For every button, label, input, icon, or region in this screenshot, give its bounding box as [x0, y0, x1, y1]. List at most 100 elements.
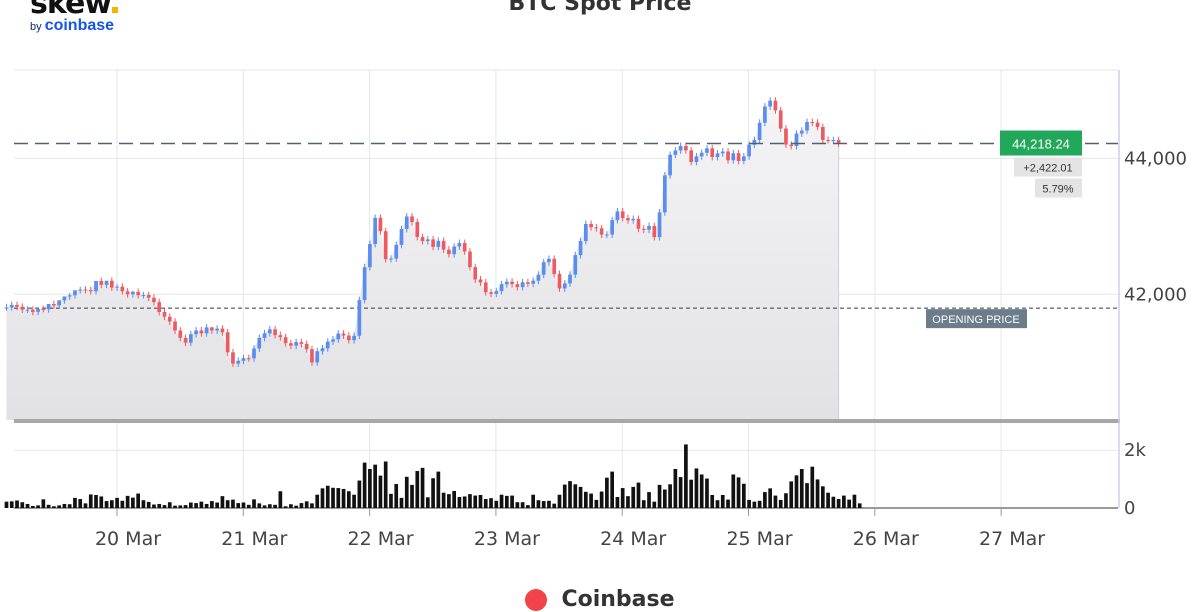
- candle-body: [726, 151, 730, 161]
- candle-body: [520, 282, 525, 288]
- volume-bar: [626, 496, 630, 508]
- volume-bar: [810, 466, 815, 508]
- volume-bar: [552, 503, 557, 508]
- candle-body: [457, 242, 462, 247]
- volume-bar: [125, 495, 130, 508]
- volume-bar: [747, 499, 751, 508]
- volume-bar: [304, 501, 309, 508]
- candle-body: [778, 110, 783, 129]
- volume-bar: [368, 469, 372, 508]
- candle-body: [526, 282, 530, 284]
- volume-bar: [36, 505, 40, 508]
- volume-bar: [294, 505, 298, 508]
- candle-body: [447, 249, 451, 255]
- volume-bar: [583, 491, 588, 508]
- volume-bar: [157, 503, 162, 508]
- volume-bar: [694, 468, 699, 508]
- date-tick-label: 20 Mar: [95, 528, 161, 550]
- volume-bar: [104, 501, 109, 508]
- candle-body: [789, 144, 794, 147]
- volume-bar: [610, 471, 615, 508]
- candle-body: [304, 343, 309, 350]
- logo-byline: by coinbase: [30, 17, 114, 35]
- date-tick-label: 24 Mar: [600, 528, 666, 550]
- volume-bar: [568, 481, 572, 508]
- candle-body: [684, 145, 688, 151]
- last-price-label: 44,218.24: [1012, 137, 1070, 152]
- volume-bar: [794, 475, 799, 508]
- volume-bar: [431, 478, 435, 508]
- candle-body: [610, 220, 615, 235]
- volume-bar: [183, 505, 188, 508]
- candle-body: [315, 351, 320, 363]
- volume-bar: [315, 494, 320, 508]
- candle-body: [289, 343, 293, 346]
- last-price-badge: [1000, 130, 1082, 156]
- candle-body: [768, 100, 773, 107]
- candle-body: [784, 128, 788, 145]
- candle-body: [352, 335, 356, 341]
- candle-body: [531, 280, 536, 284]
- volume-bar: [657, 484, 662, 508]
- candle-body: [199, 330, 204, 334]
- volume-bar: [131, 497, 135, 508]
- candle-body: [273, 329, 277, 336]
- volume-bar: [262, 505, 267, 508]
- candle-body: [236, 360, 241, 364]
- volume-bar: [25, 503, 30, 508]
- candle-body: [88, 289, 93, 292]
- volume-bar: [246, 504, 251, 508]
- volume-bar: [768, 488, 773, 508]
- candle-body: [262, 333, 267, 338]
- legend-label-coinbase: Coinbase: [561, 587, 675, 612]
- candle-body: [836, 140, 841, 144]
- candle-body: [78, 289, 83, 291]
- candle-body: [757, 122, 762, 140]
- candle-body: [157, 302, 162, 313]
- volume-bar: [210, 501, 214, 508]
- candle-body: [425, 239, 430, 242]
- candle-body: [152, 297, 156, 303]
- volume-bar: [362, 462, 367, 508]
- volume-bar: [120, 500, 125, 508]
- candle-body: [368, 244, 372, 268]
- volume-bar: [689, 479, 694, 508]
- candle-body: [562, 283, 567, 289]
- volume-bar: [15, 500, 19, 508]
- candle-body: [410, 216, 414, 223]
- volume-bar: [373, 464, 378, 508]
- candle-body: [241, 358, 246, 361]
- volume-bar: [394, 484, 399, 508]
- volume-bar: [699, 474, 704, 508]
- date-tick-label: 21 Mar: [221, 528, 287, 550]
- candle-body: [678, 145, 683, 151]
- volume-bar: [78, 499, 83, 508]
- candle-body: [478, 279, 483, 283]
- candle-body: [294, 342, 298, 346]
- volume-bar: [526, 505, 530, 508]
- volume-bar: [741, 483, 746, 508]
- candle-body: [99, 280, 104, 285]
- volume-bar: [178, 505, 183, 508]
- candle-body: [536, 274, 541, 281]
- candle-body: [36, 308, 40, 312]
- volume-bar: [252, 499, 256, 508]
- candle-body: [52, 303, 56, 306]
- candle-body: [452, 246, 457, 255]
- candle-body: [473, 267, 478, 280]
- volume-bar: [136, 493, 140, 508]
- volume-bar: [415, 471, 420, 508]
- volume-bar: [536, 500, 541, 508]
- change-pct-label: 5.79%: [1042, 184, 1073, 196]
- volume-bar: [641, 500, 646, 508]
- volume-bar: [146, 501, 151, 508]
- volume-bar: [494, 500, 499, 508]
- volume-bar: [236, 503, 241, 508]
- candle-body: [188, 334, 193, 343]
- chart-legend[interactable]: Coinbase: [0, 587, 1200, 612]
- volume-bar: [831, 496, 836, 508]
- candle-body: [310, 349, 314, 363]
- date-tick-label: 25 Mar: [726, 528, 792, 550]
- volume-bar: [289, 504, 293, 508]
- chart-title: BTC Spot Price: [508, 0, 692, 16]
